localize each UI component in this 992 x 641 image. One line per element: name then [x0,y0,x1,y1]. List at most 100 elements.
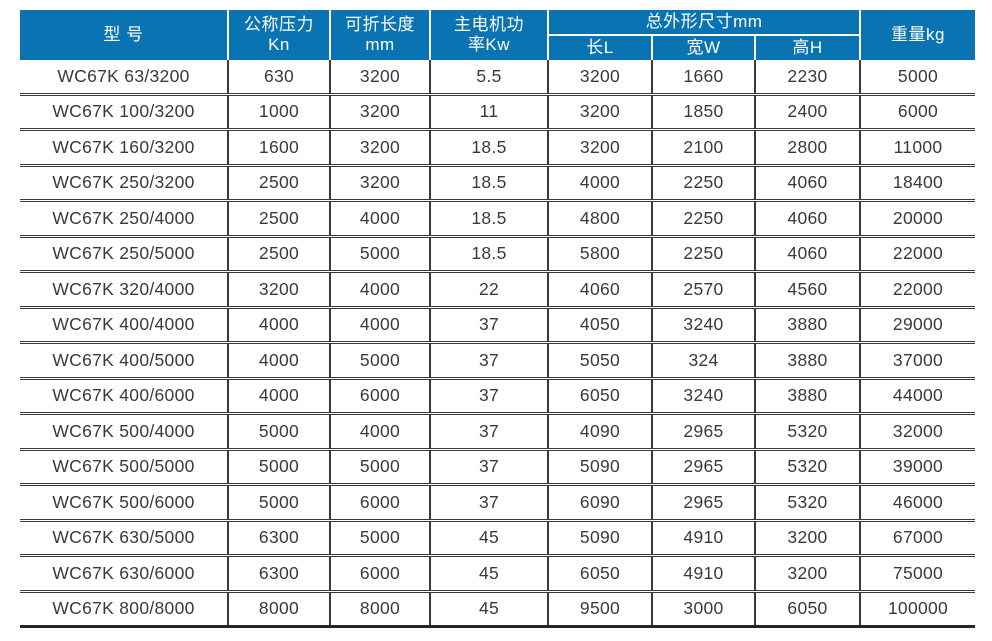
value-cell: 5000 [227,447,330,485]
value-cell: 5.5 [429,60,548,94]
value-cell: 5000 [329,518,430,556]
model-cell: WC67K 320/4000 [20,270,228,307]
table-row: WC67K 500/6000 5000 6000 37 6090 2965 5320 4600… [20,483,975,520]
value-cell: 5800 [547,234,652,272]
col-header-model: 型 号 [20,10,228,60]
model-cell: WC67K 500/6000 [20,483,228,520]
value-cell: 6300 [227,518,330,556]
value-cell: 1850 [651,92,755,130]
header-row-sub: 长L 宽W 高H [20,34,975,60]
value-cell: 3200 [329,60,430,94]
value-cell: 3200 [547,60,652,94]
value-cell: 5320 [754,447,860,485]
value-cell: 3200 [547,128,652,165]
value-cell: 3240 [651,305,755,343]
value-cell: 37 [429,412,548,449]
value-cell: 37000 [859,341,975,378]
value-cell: 18.5 [429,234,548,272]
value-cell: 3240 [651,376,755,414]
value-cell: 2965 [651,447,755,485]
value-cell: 4560 [754,270,860,307]
model-cell: WC67K 800/8000 [20,589,228,627]
col-header-dim-height: 高H [754,34,860,60]
value-cell: 6300 [227,554,330,591]
table-row: WC67K 250/4000 2500 4000 18.5 4800 2250 4060 20… [20,199,975,236]
value-cell: 4060 [547,270,652,307]
value-cell: 630 [227,60,330,94]
value-cell: 6050 [547,554,652,591]
value-cell: 4000 [329,270,430,307]
value-cell: 37 [429,376,548,414]
value-cell: 3200 [547,92,652,130]
col-header-dim-length: 长L [547,34,652,60]
header-row-top: 型 号 公称压力 Kn 可折长度 mm 主电机功 率Kw 总外形尺寸mm 重量k… [20,10,975,60]
table-row: WC67K 160/3200 1600 3200 18.5 3200 2100 2800 11… [20,128,975,165]
value-cell: 3200 [329,128,430,165]
value-cell: 75000 [859,554,975,591]
value-cell: 11 [429,92,548,130]
value-cell: 8000 [329,589,430,627]
value-cell: 2965 [651,483,755,520]
value-cell: 8000 [227,589,330,627]
value-cell: 18.5 [429,163,548,201]
table-row: WC67K 400/4000 4000 4000 37 4050 3240 3880 2900… [20,305,975,343]
value-cell: 18.5 [429,199,548,236]
table-row: WC67K 400/6000 4000 6000 37 6050 3240 3880 4400… [20,376,975,414]
value-cell: 3200 [754,554,860,591]
model-cell: WC67K 250/3200 [20,163,228,201]
value-cell: 3880 [754,305,860,343]
value-cell: 2100 [651,128,755,165]
value-cell: 22000 [859,270,975,307]
table-row: WC67K 400/5000 4000 5000 37 5050 324 3880 37000 [20,341,975,378]
value-cell: 2500 [227,234,330,272]
value-cell: 2500 [227,163,330,201]
value-cell: 4060 [754,199,860,236]
value-cell: 44000 [859,376,975,414]
col-header-nominal-pressure: 公称压力 Kn [227,10,330,60]
value-cell: 6000 [859,92,975,130]
value-cell: 3200 [329,92,430,130]
value-cell: 37 [429,447,548,485]
value-cell: 6050 [754,589,860,627]
value-cell: 5000 [329,234,430,272]
col-header-motor-power: 主电机功 率Kw [429,10,548,60]
value-cell: 1000 [227,92,330,130]
value-cell: 2250 [651,234,755,272]
value-cell: 4800 [547,199,652,236]
model-cell: WC67K 630/5000 [20,518,228,556]
value-cell: 4000 [227,341,330,378]
table-row: WC67K 500/5000 5000 5000 37 5090 2965 5320 3900… [20,447,975,485]
model-cell: WC67K 500/5000 [20,447,228,485]
table-row: WC67K 100/3200 1000 3200 11 3200 1850 2400 6000 [20,92,975,130]
table-row: WC67K 800/8000 8000 8000 45 9500 3000 6050 1000… [20,589,975,627]
value-cell: 3200 [754,518,860,556]
value-cell: 4000 [329,199,430,236]
table-row: WC67K 320/4000 3200 4000 22 4060 2570 4560 2200… [20,270,975,307]
value-cell: 2965 [651,412,755,449]
value-cell: 3000 [651,589,755,627]
value-cell: 37 [429,483,548,520]
value-cell: 2500 [227,199,330,236]
model-cell: WC67K 400/5000 [20,341,228,378]
value-cell: 3880 [754,341,860,378]
value-cell: 324 [651,341,755,378]
value-cell: 6090 [547,483,652,520]
value-cell: 2570 [651,270,755,307]
value-cell: 2230 [754,60,860,94]
value-cell: 6000 [329,483,430,520]
col-header-weight: 重量kg [859,10,975,60]
value-cell: 4000 [329,412,430,449]
value-cell: 5000 [329,341,430,378]
model-cell: WC67K 250/5000 [20,234,228,272]
value-cell: 6050 [547,376,652,414]
value-cell: 2250 [651,199,755,236]
value-cell: 5320 [754,412,860,449]
value-cell: 4090 [547,412,652,449]
value-cell: 100000 [859,589,975,627]
value-cell: 3200 [227,270,330,307]
model-cell: WC67K 500/4000 [20,412,228,449]
table-row: WC67K 250/5000 2500 5000 18.5 5800 2250 4060 22… [20,234,975,272]
value-cell: 18400 [859,163,975,201]
model-cell: WC67K 250/4000 [20,199,228,236]
col-header-fold-length: 可折长度 mm [329,10,430,60]
